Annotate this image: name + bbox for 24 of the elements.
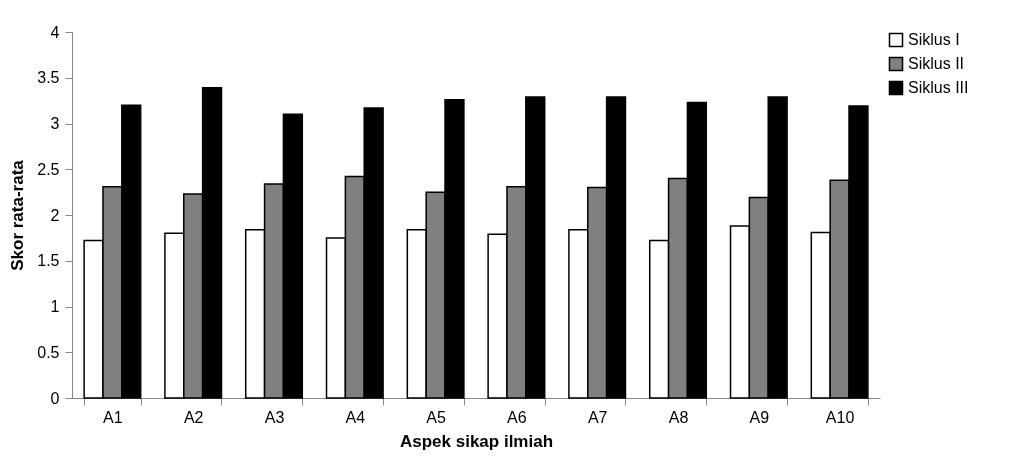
- legend-label: Siklus II: [908, 55, 965, 72]
- x-tick-label: A8: [668, 408, 689, 426]
- y-tick-label: 0: [50, 389, 60, 407]
- y-tick-label: 2.5: [37, 160, 60, 178]
- x-tick-label: A4: [345, 408, 366, 426]
- x-tick-label: A5: [426, 408, 446, 426]
- y-tick-label: 1: [50, 298, 60, 315]
- legend-label: Siklus I: [908, 31, 960, 48]
- x-tick-label: A10: [825, 408, 855, 426]
- y-tick-label: 3.5: [37, 69, 60, 87]
- x-tick-label: A9: [749, 408, 770, 426]
- x-axis-title: Aspek sikap ilmiah: [399, 431, 554, 451]
- y-tick-label: 2: [50, 206, 60, 224]
- y-tick-label: 1.5: [37, 252, 60, 270]
- y-tick-label: 4: [50, 23, 60, 41]
- x-tick-label: A1: [103, 408, 123, 426]
- legend-label: Siklus III: [908, 79, 969, 96]
- y-tick-label: 0.5: [37, 343, 60, 361]
- x-tick-label: A3: [264, 408, 285, 426]
- y-axis-title: Skor rata-rata: [8, 159, 28, 271]
- y-tick-label: 3: [50, 115, 60, 132]
- x-tick-label: A6: [507, 408, 527, 426]
- x-tick-label: A2: [183, 408, 204, 426]
- x-tick-label: A7: [587, 408, 608, 426]
